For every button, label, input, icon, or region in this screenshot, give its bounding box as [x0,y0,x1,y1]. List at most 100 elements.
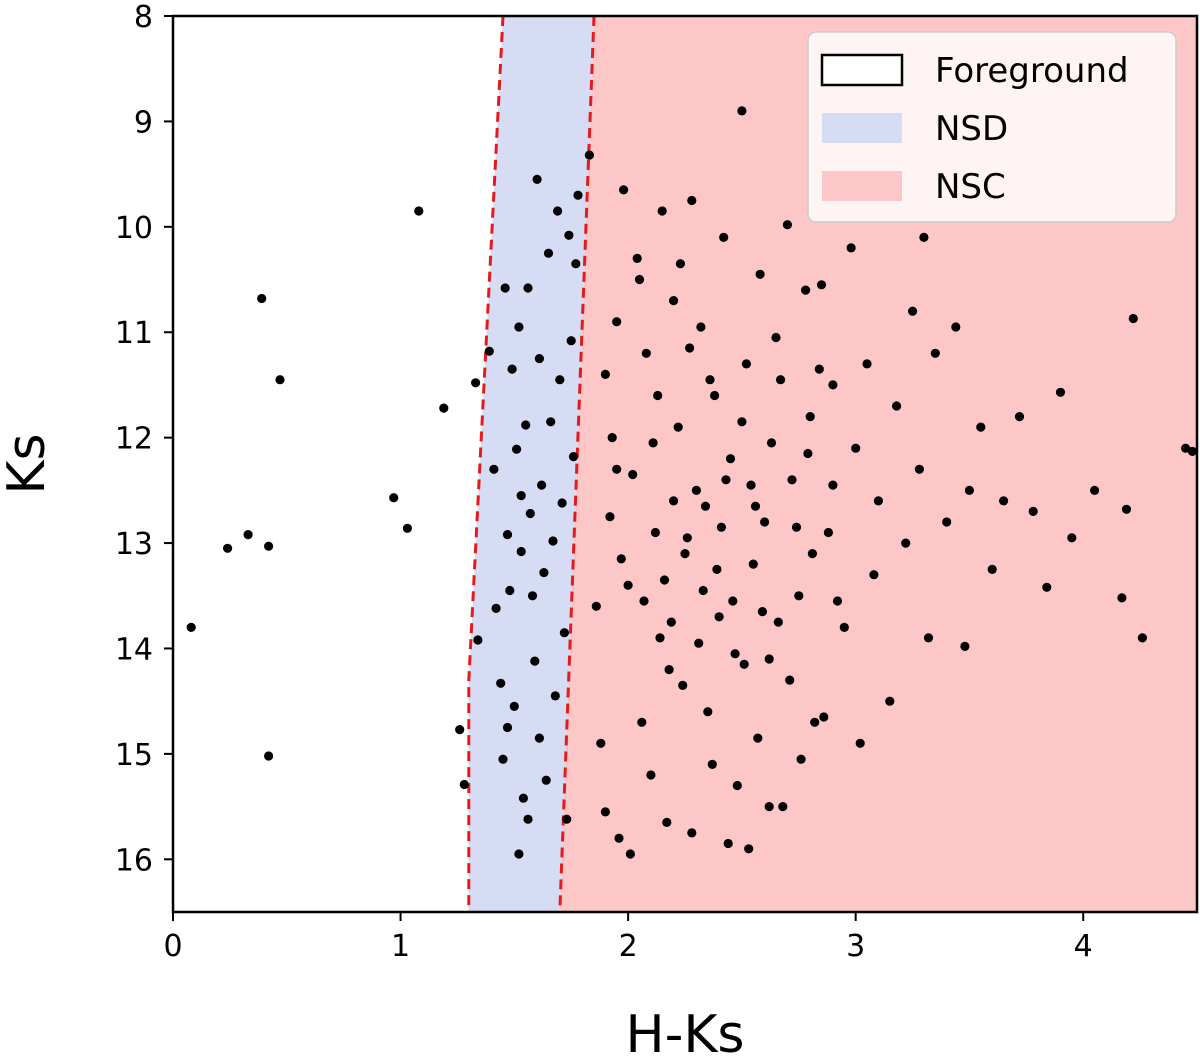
data-point-nsc-stars-103 [675,259,686,269]
legend-label-nsd: NSD [935,109,1008,149]
data-point-nsc-stars-95 [785,675,795,685]
data-point-nsc-stars-89 [723,838,733,849]
data-point-nsc-stars-8 [657,206,667,216]
data-point-nsc-stars-24 [748,559,758,569]
y-tick-label-6: 14 [115,632,153,667]
data-point-nsd-stars-0 [471,378,481,388]
data-point-nsd-stars-31 [555,375,565,385]
legend-swatch-nsd [822,113,902,143]
data-point-nsd-stars-29 [550,691,560,701]
data-point-nsc-stars-40 [846,243,856,253]
data-point-nsc-stars-54 [942,517,952,527]
data-point-nsc-stars-124 [700,501,711,511]
data-point-nsc-stars-82 [662,817,672,828]
data-point-nsc-stars-76 [607,433,617,443]
data-point-nsc-stars-25 [755,269,765,279]
data-point-foreground-stars-5 [275,375,285,385]
legend-label-nsc: NSC [935,167,1006,207]
data-point-nsc-stars-38 [828,380,838,390]
y-tick-label-5: 13 [115,527,153,562]
data-point-foreground-stars-4 [264,541,274,551]
data-point-nsd-stars-34 [562,814,572,824]
y-tick-label-8: 16 [115,843,153,878]
data-point-foreground-stars-7 [389,493,399,503]
legend-label-foreground: Foreground [935,51,1129,91]
data-point-nsc-stars-122 [682,533,692,543]
data-point-nsd-stars-24 [539,568,549,578]
plot-area [173,16,1197,912]
foreground-nsd-boundary [467,15,505,912]
region-nsc [559,16,1197,912]
data-point-nsc-stars-83 [669,496,679,506]
data-point-nsc-stars-128 [746,480,756,490]
data-point-nsc-stars-101 [634,274,645,285]
data-point-nsc-stars-27 [764,654,774,664]
data-point-nsd-stars-40 [514,849,524,859]
data-point-nsc-stars-73 [591,601,601,611]
data-point-nsc-stars-121 [666,617,676,627]
data-point-nsd-stars-14 [516,546,526,557]
data-point-nsc-stars-5 [632,253,642,263]
data-point-nsc-stars-120 [659,575,670,585]
data-point-nsd-stars-25 [541,775,551,785]
data-point-nsc-stars-60 [999,496,1009,506]
data-point-nsc-stars-108 [750,501,761,511]
axes-frame [171,14,1199,914]
data-point-nsc-stars-106 [721,475,731,485]
data-point-nsc-stars-63 [1042,582,1052,592]
data-point-nsc-stars-114 [828,480,838,490]
y-tick-label-1: 9 [134,105,153,140]
data-point-nsc-stars-11 [673,422,683,432]
data-point-nsc-stars-74 [596,738,606,748]
data-point-nsc-stars-115 [605,512,615,522]
legend: Foreground NSD NSC [807,31,1177,223]
data-point-nsc-stars-50 [914,464,925,474]
data-point-nsc-stars-87 [707,759,717,770]
data-point-nsc-stars-23 [741,359,752,369]
data-point-nsd-stars-33 [559,628,570,638]
data-point-nsc-stars-21 [732,780,742,791]
data-point-nsc-stars-18 [714,612,724,622]
data-point-nsc-stars-98 [819,712,829,722]
data-point-nsc-stars-9 [664,665,674,675]
data-point-nsc-stars-113 [814,364,824,374]
data-point-nsc-stars-96 [796,754,806,764]
data-point-nsc-stars-13 [687,195,697,206]
legend-swatch-foreground [820,53,904,87]
data-point-nsd-stars-18 [525,508,535,519]
data-point-nsd-stars-39 [573,190,583,200]
data-point-nsc-stars-56 [960,641,970,652]
data-point-nsc-stars-1 [600,369,611,379]
data-point-nsc-stars-70 [1137,633,1147,643]
region-foreground [173,16,503,912]
data-point-nsd-stars-1 [473,635,483,645]
data-point-nsc-stars-49 [908,306,918,316]
data-point-nsc-stars-79 [637,717,647,727]
data-point-nsd-stars-11 [509,701,519,712]
data-point-nsd-stars-4 [491,603,501,614]
x-tick-label-1: 1 [391,929,410,964]
data-point-nsd-stars-41 [523,814,533,824]
data-point-nsc-stars-35 [810,717,820,727]
data-point-nsc-stars-29 [778,802,788,812]
data-point-nsc-stars-117 [628,469,638,480]
data-point-nsc-stars-44 [869,570,879,580]
data-point-foreground-stars-8 [402,523,412,533]
data-point-nsc-stars-53 [930,348,940,358]
data-point-nsc-stars-67 [1117,593,1127,603]
data-point-nsc-stars-77 [614,833,624,843]
data-point-foreground-stars-2 [243,530,253,540]
data-point-foreground-stars-6 [264,751,274,761]
data-point-nsc-stars-58 [976,422,986,432]
data-point-nsc-stars-6 [641,348,651,358]
data-point-nsc-stars-20 [725,454,736,464]
data-point-foreground-stars-9 [414,206,424,216]
data-point-nsd-stars-6 [498,754,508,764]
y-tick-label-3: 11 [115,316,153,351]
data-point-nsc-stars-37 [823,527,834,538]
data-point-nsc-stars-4 [623,580,633,590]
data-point-nsc-stars-43 [862,359,872,369]
data-point-nsc-stars-111 [791,522,802,532]
data-point-nsc-stars-80 [646,770,656,780]
